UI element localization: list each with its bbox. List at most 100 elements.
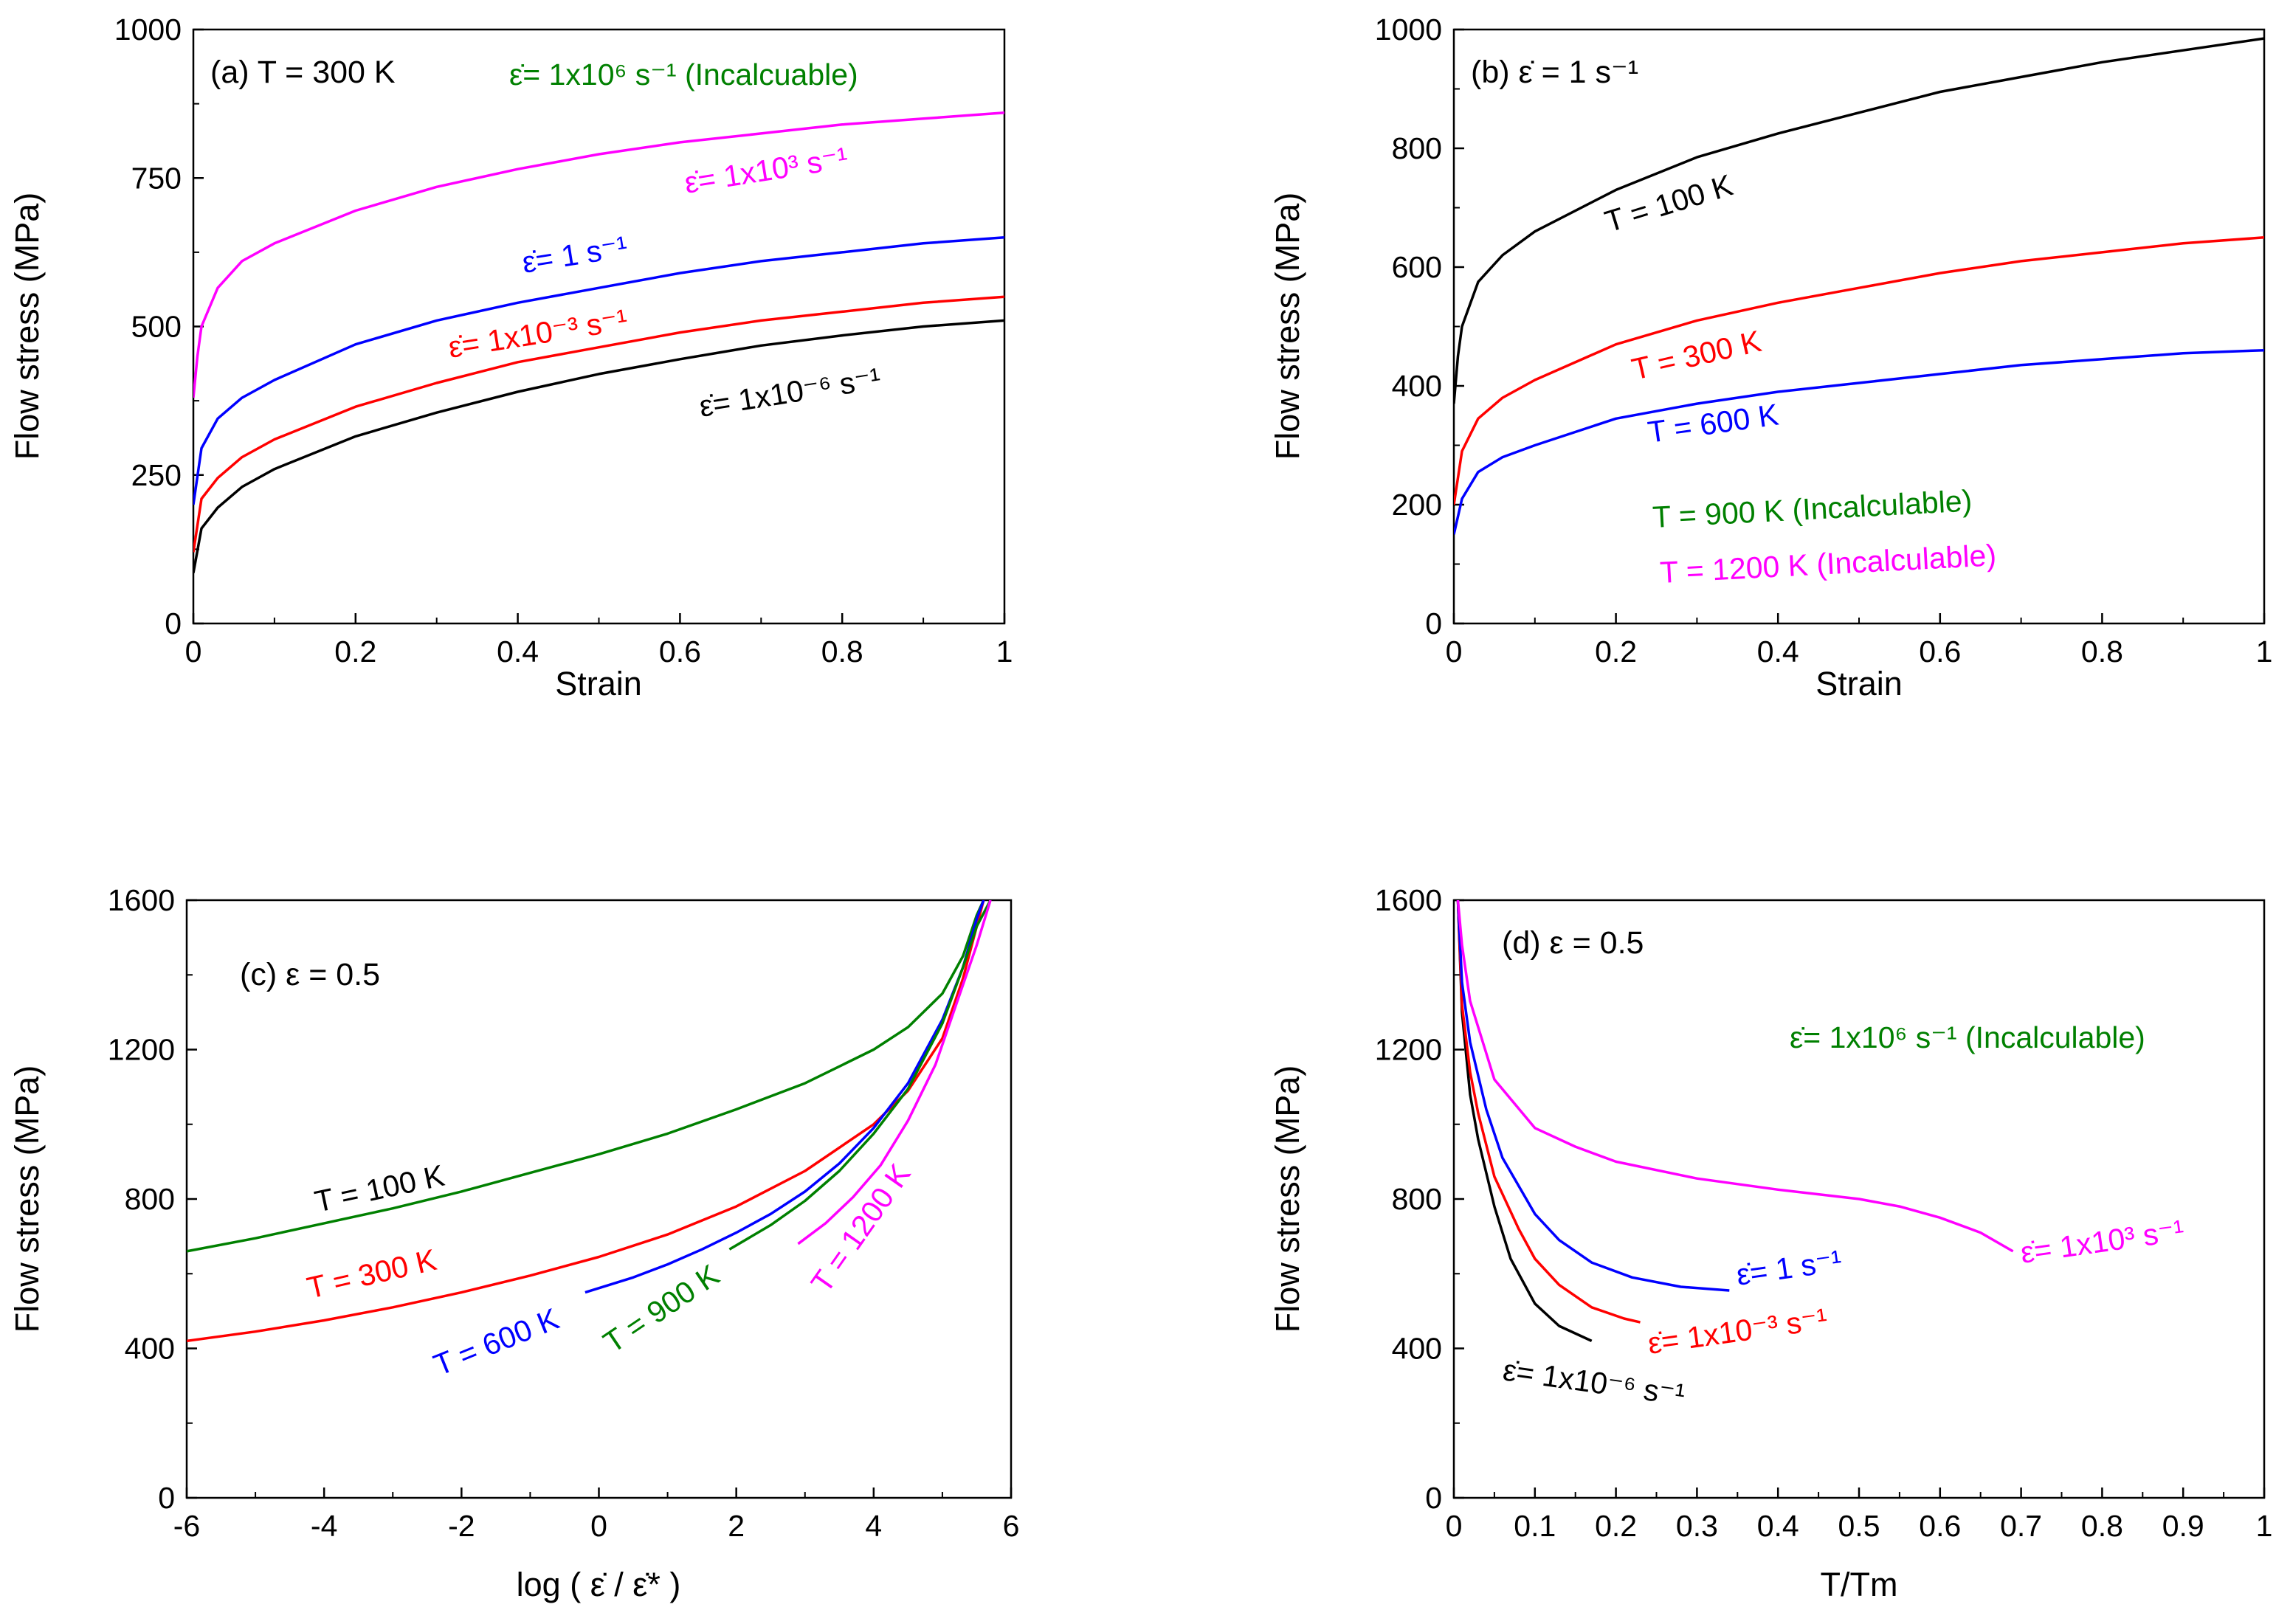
- y-axis-label: Flow stress (MPa): [1269, 1065, 1306, 1333]
- y-tick-label: 600: [1392, 250, 1442, 284]
- series-line: [1454, 37, 2264, 404]
- series-line: [1456, 900, 1593, 1342]
- x-axis-label: T/Tm: [1821, 1566, 1898, 1603]
- series-annotation: T = 300 K: [304, 1243, 440, 1305]
- x-tick-label: 0: [1446, 635, 1463, 668]
- x-tick-label: 0.4: [1757, 1509, 1799, 1543]
- x-tick-label: 1: [996, 635, 1013, 668]
- plot-frame: [1452, 28, 2266, 625]
- series-annotation: T = 600 K: [429, 1302, 563, 1382]
- y-tick-label: 800: [125, 1182, 175, 1216]
- x-axis-label: log ( ε̇ / ε̇* ): [517, 1566, 681, 1603]
- series-annotation: T = 300 K: [1629, 324, 1765, 387]
- y-tick-label: 400: [125, 1332, 175, 1366]
- y-tick-label: 0: [165, 607, 182, 640]
- y-tick-label: 1200: [1375, 1033, 1442, 1067]
- series-line: [1456, 900, 2014, 1253]
- x-tick-label: 0.2: [1595, 1509, 1637, 1543]
- y-tick-label: 800: [1392, 131, 1442, 165]
- y-tick-label: 800: [1392, 1182, 1442, 1216]
- series-annotation: ε̇= 1 s⁻¹: [1734, 1243, 1844, 1292]
- series-annotation: ε̇= 1x10⁶ s⁻¹ (Incalculable): [1790, 1020, 2145, 1054]
- y-tick-label: 1600: [108, 883, 175, 917]
- y-tick-label: 0: [1425, 1481, 1442, 1515]
- x-tick-label: 0.2: [334, 635, 376, 668]
- series-line: [797, 900, 992, 1245]
- y-tick-label: 0: [1425, 607, 1442, 640]
- panel-label: (a) T = 300 K: [210, 55, 396, 90]
- chart-panel-c: -6 -4 -2 0 2 4 6 0 400 800 1200 1600 log ( ε̇ / ε̇* …: [8, 883, 1019, 1603]
- series-line: [1454, 236, 2264, 505]
- series-annotation: ε̇= 1x10⁻⁶ s⁻¹: [1501, 1352, 1687, 1412]
- x-tick-label: 0.2: [1595, 635, 1637, 668]
- series-annotation: ε̇= 1x10³ s⁻¹: [682, 141, 850, 200]
- y-tick-label: 500: [131, 310, 182, 344]
- x-tick-label: 0: [185, 635, 202, 668]
- x-axis-label: Strain: [1815, 665, 1903, 702]
- series-annotation: T = 100 K: [311, 1158, 447, 1219]
- series-line: [187, 900, 985, 1343]
- series-annotation: T = 900 K: [597, 1258, 725, 1360]
- y-tick-label: 0: [158, 1481, 175, 1515]
- x-axis-label: Strain: [555, 665, 642, 702]
- panel-label: (b) ε̇ = 1 s⁻¹: [1471, 55, 1638, 90]
- y-tick-label: 1200: [108, 1033, 175, 1067]
- x-tick-label: -2: [448, 1509, 475, 1543]
- x-tick-label: 0.8: [2081, 635, 2123, 668]
- series-line: [728, 900, 992, 1251]
- y-tick-label: 1000: [1375, 13, 1442, 46]
- x-tick-label: 0.4: [1757, 635, 1799, 668]
- chart-panel-d: 0 0.1 0.2 0.3 0.4 0.5 0.6 0.7 0.8 0.9 1 0 400 800 1200…: [1269, 883, 2272, 1603]
- series-line: [193, 236, 1004, 505]
- series-annotation: ε̇= 1x10³ s⁻¹: [2018, 1213, 2187, 1270]
- series-line: [1456, 900, 1730, 1292]
- series-annotation: ε̇= 1x10⁻³ s⁻¹: [1646, 1302, 1830, 1361]
- y-tick-label: 400: [1392, 1332, 1442, 1366]
- series-line: [1456, 900, 1641, 1324]
- series-line: [193, 319, 1004, 573]
- x-tick-label: 0: [590, 1509, 607, 1543]
- panel-label: (c) ε = 0.5: [240, 957, 380, 992]
- x-tick-label: 2: [728, 1509, 745, 1543]
- x-tick-label: 0.6: [1919, 1509, 1961, 1543]
- series-annotation: T = 900 K (Incalculable): [1652, 483, 1973, 534]
- y-axis-label: Flow stress (MPa): [1269, 193, 1306, 460]
- series-line: [187, 900, 985, 1253]
- x-tick-label: 0.5: [1838, 1509, 1880, 1543]
- x-tick-label: 0: [1446, 1509, 1463, 1543]
- y-tick-label: 1000: [114, 13, 182, 46]
- y-tick-label: 250: [131, 458, 182, 492]
- y-tick-label: 200: [1392, 488, 1442, 522]
- y-axis-label: Flow stress (MPa): [8, 193, 46, 460]
- x-tick-label: 0.8: [2081, 1509, 2123, 1543]
- y-tick-label: 750: [131, 161, 182, 195]
- x-tick-label: 0.3: [1676, 1509, 1718, 1543]
- x-tick-label: 1: [2256, 1509, 2273, 1543]
- x-tick-label: -4: [311, 1509, 337, 1543]
- chart-panel-a: 0 0.2 0.4 0.6 0.8 1 0 250 500 750 1000 Strain Flow s…: [8, 13, 1013, 702]
- series-annotation: ε̇= 1x10⁶ s⁻¹ (Incalcuable): [509, 58, 858, 91]
- panel-label: (d) ε = 0.5: [1502, 925, 1644, 961]
- series-line: [193, 111, 1004, 398]
- x-tick-label: 0.8: [821, 635, 863, 668]
- x-tick-label: 1: [2256, 635, 2273, 668]
- y-tick-label: 1600: [1375, 883, 1442, 917]
- x-tick-label: 4: [865, 1509, 882, 1543]
- series-annotation: ε̇= 1x10⁻⁶ s⁻¹: [697, 362, 883, 424]
- y-tick-label: 400: [1392, 369, 1442, 403]
- x-tick-label: 6: [1003, 1509, 1020, 1543]
- series-annotation: T = 100 K: [1601, 168, 1737, 239]
- series-annotation: ε̇= 1 s⁻¹: [520, 229, 630, 280]
- series-line: [1454, 348, 2264, 535]
- x-tick-label: 0.9: [2162, 1509, 2204, 1543]
- series-line: [584, 900, 985, 1294]
- x-tick-label: 0.4: [497, 635, 539, 668]
- series-annotation: T = 1200 K (Incalculable): [1659, 538, 1997, 590]
- x-tick-label: 0.6: [1919, 635, 1961, 668]
- x-tick-label: 0.6: [659, 635, 701, 668]
- x-tick-label: -6: [173, 1509, 200, 1543]
- x-tick-label: 0.7: [2000, 1509, 2042, 1543]
- y-axis-label: Flow stress (MPa): [8, 1065, 46, 1333]
- x-tick-label: 0.1: [1514, 1509, 1556, 1543]
